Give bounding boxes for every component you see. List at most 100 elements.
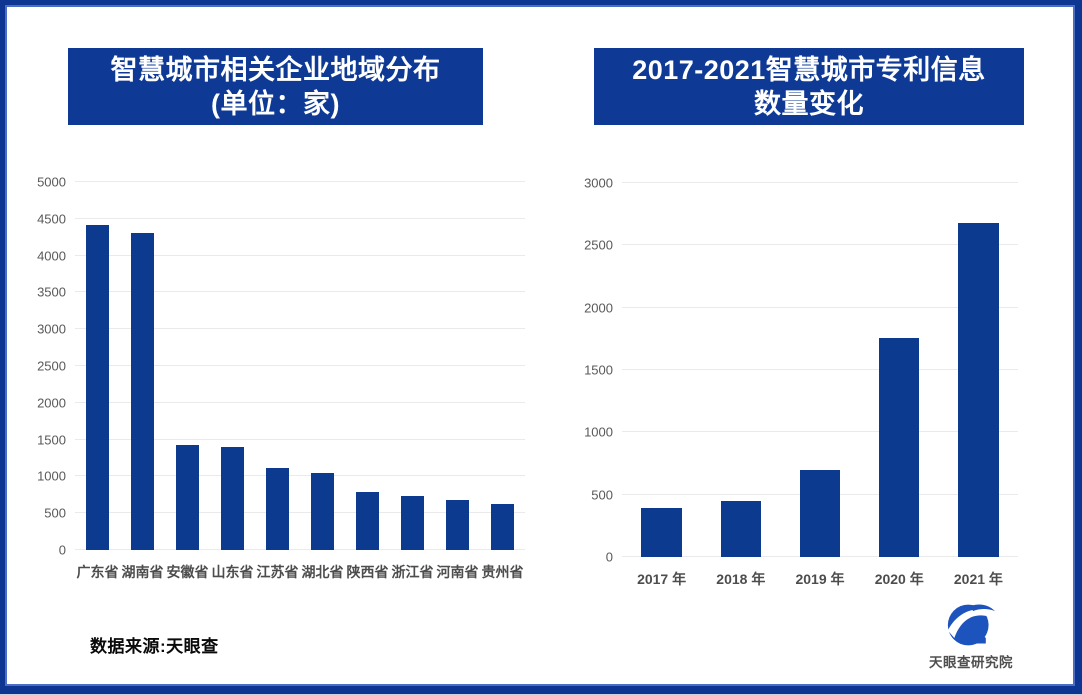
bar: [176, 444, 199, 550]
plot-area: 2017 年 2018 年 2019 年 2020 年 2021 年: [622, 182, 1018, 587]
y-axis-tick-label: 2500: [584, 237, 613, 253]
bar-chart-enterprise-distribution: 5000 4500 4000 3500 3000 2500 2000 1500 1000 500 0…: [35, 176, 540, 580]
gridline: [622, 182, 1018, 183]
bars: [75, 182, 525, 550]
bar: [221, 446, 244, 550]
x-axis-label: 河南省: [436, 564, 479, 580]
y-axis-tick-label: 1500: [584, 362, 613, 378]
x-axis-label: 2021 年: [953, 571, 1003, 587]
bar: [86, 224, 109, 550]
x-axis-labels: 2017 年 2018 年 2019 年 2020 年 2021 年: [622, 569, 1018, 589]
y-axis-tick-label: 0: [605, 549, 613, 565]
x-axis-label: 广东省: [76, 564, 119, 580]
chart-title-line2: 数量变化: [754, 88, 864, 119]
bar-slot: [255, 182, 300, 550]
gridline: [75, 438, 525, 440]
bar: [266, 468, 289, 550]
x-axis-label: 2020 年: [874, 571, 924, 587]
gridline: [75, 291, 525, 293]
x-axis-labels: 广东省 湖南省 安徽省 山东省 江苏省 湖北省 陕西省 浙江省 河南省 贵州省: [75, 562, 525, 582]
x-axis-label: 陕西省: [346, 564, 389, 580]
gridline: [622, 244, 1018, 246]
bar-slot: [210, 182, 255, 550]
x-axis-label: 2018 年: [716, 571, 766, 587]
bar: [446, 499, 469, 550]
y-axis-tick-label: 2000: [584, 300, 613, 316]
bar: [311, 472, 334, 550]
data-source-label: 数据来源:天眼查: [90, 637, 219, 656]
bar: [641, 508, 682, 557]
y-axis: 5000 4500 4000 3500 3000 2500 2000 1500 1000 500 0: [35, 176, 75, 557]
gridline: [75, 254, 525, 256]
bar: [491, 503, 514, 550]
y-axis-tick-label: 3000: [37, 321, 66, 337]
bar: [356, 491, 379, 550]
bar-slot: [701, 183, 780, 557]
bar-slot: [75, 182, 120, 550]
y-axis-tick-label: 4500: [37, 211, 66, 227]
bar-slot: [300, 182, 345, 550]
x-axis-label: 湖南省: [121, 564, 164, 580]
gridline: [75, 217, 525, 219]
y-axis-tick-label: 1000: [37, 468, 66, 484]
x-axis-label: 安徽省: [166, 564, 209, 580]
bars: [622, 183, 1018, 557]
tianyancha-logo: 天眼查研究院: [921, 601, 1021, 671]
x-axis-label: 贵州省: [481, 564, 524, 580]
bar-chart-patent-trend: 3000 2500 2000 1500 1000 500 0 2017 年 2018 年 201…: [584, 177, 1030, 587]
chart-title-line1: 2017-2021智慧城市专利信息: [632, 54, 986, 85]
x-axis-label: 2019 年: [795, 571, 845, 587]
y-axis-tick-label: 3000: [584, 175, 613, 191]
bar-slot: [939, 183, 1018, 557]
y-axis-tick-label: 500: [591, 487, 613, 503]
bar-slot: [390, 182, 435, 550]
gridline: [75, 328, 525, 330]
gridline: [622, 369, 1018, 370]
y-axis: 3000 2500 2000 1500 1000 500 0: [584, 177, 622, 564]
gridline: [75, 549, 525, 550]
plot-area: 广东省 湖南省 安徽省 山东省 江苏省 湖北省 陕西省 浙江省 河南省 贵州省: [75, 181, 525, 580]
gridline: [622, 431, 1018, 433]
bar-slot: [435, 182, 480, 550]
tianyancha-eye-icon: [947, 604, 996, 646]
y-axis-tick-label: 1500: [37, 432, 66, 448]
chart-title-enterprise-distribution: 智慧城市相关企业地域分布 (单位：家): [68, 48, 483, 125]
gridline: [622, 306, 1018, 308]
bar-slot: [120, 182, 165, 550]
y-axis-tick-label: 2500: [37, 358, 66, 374]
bar: [131, 232, 154, 550]
x-axis-label: 江苏省: [256, 564, 299, 580]
bar-slot: [345, 182, 390, 550]
bar-slot: [860, 183, 939, 557]
gridline: [75, 181, 525, 182]
bar: [799, 470, 841, 557]
chart-title-line1: 智慧城市相关企业地域分布: [110, 54, 441, 85]
bar-slot: [480, 182, 525, 550]
bar: [958, 222, 999, 557]
y-axis-tick-label: 3500: [37, 284, 66, 300]
gridlines: [75, 181, 525, 550]
chart-title-line2: (单位：家): [211, 88, 340, 119]
gridline: [75, 475, 525, 477]
x-axis-label: 2017 年: [637, 571, 687, 587]
bar-slot: [165, 182, 210, 550]
x-axis-label: 湖北省: [301, 564, 344, 580]
bar-slot: [622, 183, 701, 557]
y-axis-tick-label: 4000: [37, 248, 66, 264]
gridline: [75, 401, 525, 403]
chart-panel-patent-trend: 2017-2021智慧城市专利信息 数量变化 3000 2500 2000 1500 1…: [584, 48, 1030, 587]
bar: [401, 495, 424, 550]
chart-title-patent-trend: 2017-2021智慧城市专利信息 数量变化: [594, 48, 1024, 125]
x-axis-label: 浙江省: [391, 564, 434, 580]
tianyancha-logo-text: 天眼查研究院: [929, 655, 1013, 670]
gridline: [75, 365, 525, 366]
bar-slot: [780, 183, 859, 557]
y-axis-tick-label: 1000: [584, 424, 613, 440]
y-axis-tick-label: 0: [58, 542, 66, 558]
y-axis-tick-label: 2000: [37, 395, 66, 411]
x-axis-label: 山东省: [211, 564, 254, 580]
bar: [879, 337, 920, 557]
y-axis-tick-label: 500: [44, 505, 66, 521]
bar: [720, 500, 761, 557]
